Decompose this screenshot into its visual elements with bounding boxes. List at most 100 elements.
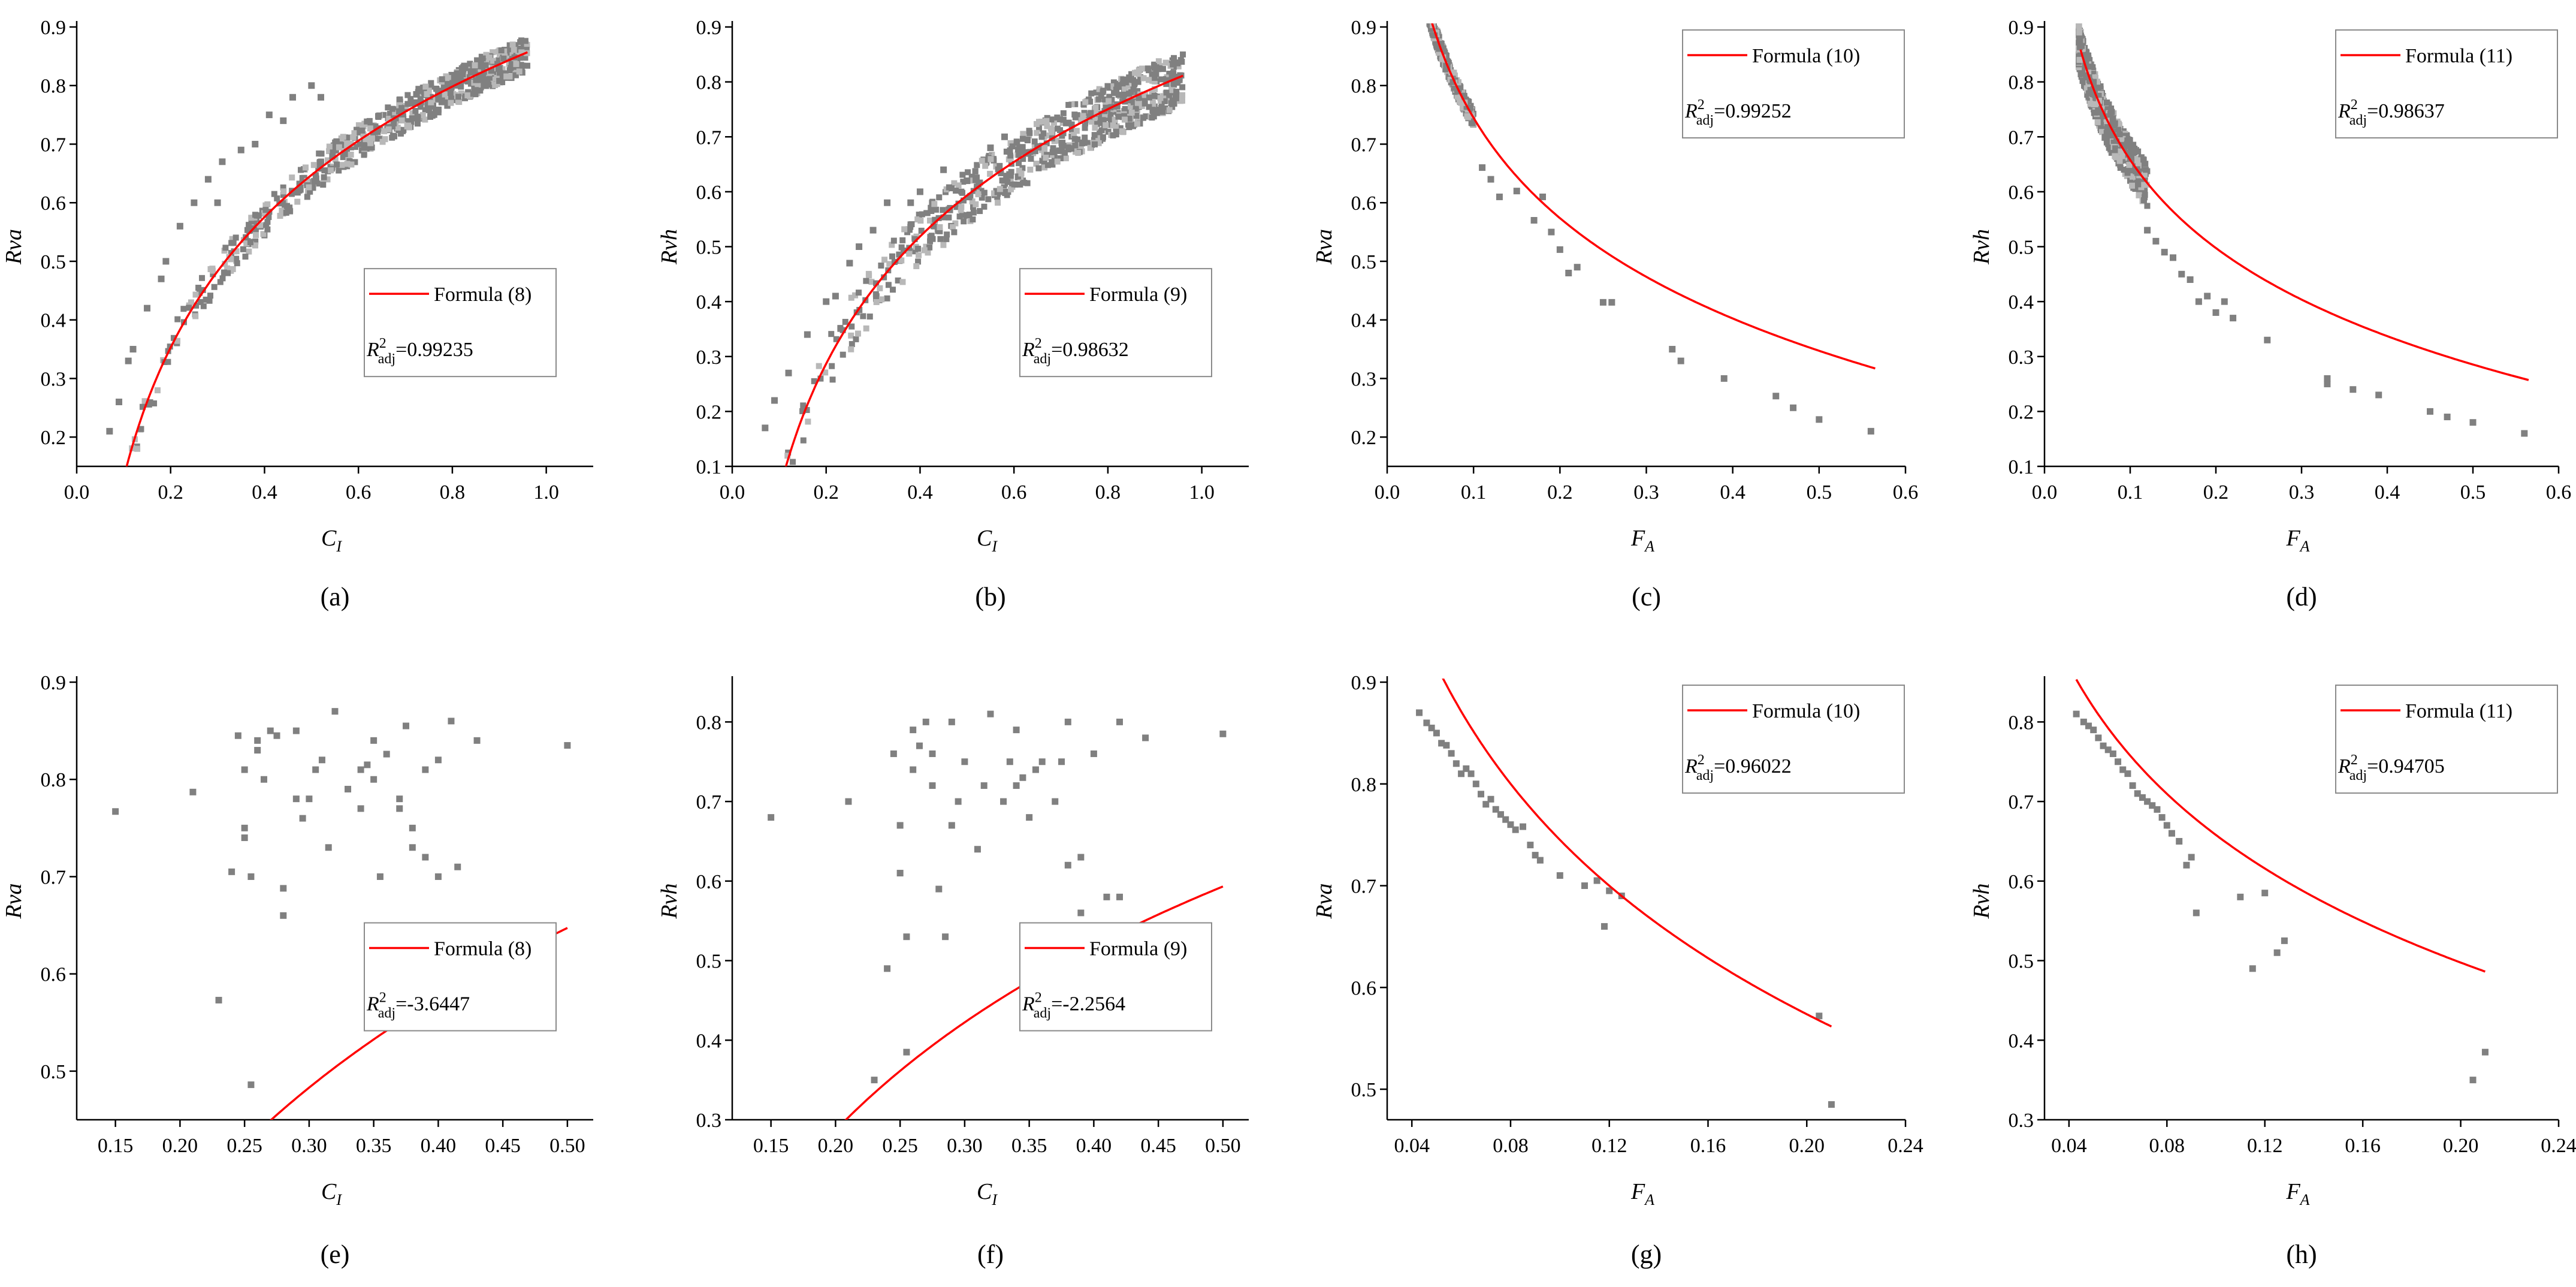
data-point-dense xyxy=(983,159,990,165)
data-point-dense xyxy=(192,291,199,298)
data-point-dense xyxy=(230,240,237,246)
data-point-dense xyxy=(1038,134,1045,140)
data-point xyxy=(929,750,936,757)
x-tick-label: 0.20 xyxy=(818,1135,854,1157)
data-point-dense xyxy=(1102,111,1109,118)
data-point-dense xyxy=(229,236,235,242)
data-point-dense xyxy=(1062,155,1069,162)
y-tick-label: 0.7 xyxy=(1351,134,1377,156)
data-point xyxy=(1438,740,1445,747)
data-point-dense xyxy=(336,167,342,174)
data-point-dense xyxy=(929,236,936,242)
data-point-dense xyxy=(937,224,943,230)
data-point-dense xyxy=(1422,3,1428,9)
data-point-dense xyxy=(1134,88,1141,94)
y-tick-label: 0.6 xyxy=(1351,977,1377,999)
data-point xyxy=(2188,854,2195,861)
legend-box xyxy=(1019,268,1212,378)
data-point-dense xyxy=(1105,128,1112,135)
data-point-dense xyxy=(1425,0,1431,6)
data-point-dense xyxy=(959,189,965,196)
data-point-dense xyxy=(1427,5,1433,11)
data-point-dense xyxy=(2095,92,2102,99)
data-point-dense xyxy=(970,216,976,223)
data-point-dense xyxy=(895,277,901,284)
data-point xyxy=(564,742,571,749)
data-point xyxy=(1052,798,1059,805)
data-point-dense xyxy=(1422,5,1428,11)
data-point xyxy=(1478,791,1485,798)
data-point-dense xyxy=(956,213,963,220)
y-tick-label: 0.7 xyxy=(41,134,67,156)
data-point-dense xyxy=(2128,167,2134,174)
data-point-dense xyxy=(1051,119,1058,126)
data-point-dense xyxy=(860,313,866,320)
y-tick-label: 0.9 xyxy=(696,17,722,39)
data-point-dense xyxy=(516,68,523,75)
fit-curve xyxy=(2079,49,2529,381)
y-tick-label: 0.1 xyxy=(2009,456,2034,478)
data-point-dense xyxy=(1136,95,1142,101)
data-point-dense xyxy=(355,122,362,128)
data-point-dense xyxy=(1049,161,1056,168)
data-point-dense xyxy=(1427,14,1433,20)
data-point-dense xyxy=(863,278,869,284)
data-point-dense xyxy=(221,269,227,276)
data-point-dense xyxy=(911,236,918,242)
y-tick-label: 0.4 xyxy=(2009,1030,2034,1052)
data-point-dense xyxy=(2103,100,2110,106)
data-point-dense xyxy=(248,215,255,221)
data-point-dense xyxy=(848,323,855,330)
data-point-dense xyxy=(321,167,328,174)
data-point-dense xyxy=(513,61,520,67)
data-point xyxy=(1001,133,1008,140)
y-tick-label: 0.6 xyxy=(2009,871,2034,893)
data-point xyxy=(903,933,910,941)
data-point-dense xyxy=(1096,86,1103,92)
data-point xyxy=(1828,1101,1835,1108)
data-point-dense xyxy=(1113,86,1119,93)
data-point-dense xyxy=(1003,174,1010,181)
plot-area xyxy=(768,710,1227,1120)
data-point-dense xyxy=(978,188,985,194)
legend-box xyxy=(1682,685,1905,794)
data-point xyxy=(241,824,248,831)
data-point xyxy=(922,718,929,725)
data-point-dense xyxy=(917,218,924,224)
data-point-dense xyxy=(404,92,411,98)
data-point-dense xyxy=(1103,104,1109,111)
data-point-dense xyxy=(1134,120,1140,127)
data-point xyxy=(884,965,891,972)
data-point-dense xyxy=(199,275,206,281)
data-point-dense xyxy=(1027,167,1034,173)
data-point xyxy=(940,166,947,173)
data-point-dense xyxy=(294,198,301,205)
data-point-dense xyxy=(1056,147,1063,154)
x-tick-label: 0.40 xyxy=(421,1135,457,1157)
data-point xyxy=(2261,890,2269,897)
data-point-dense xyxy=(1426,14,1432,20)
data-point-dense xyxy=(1423,2,1429,8)
data-point-dense xyxy=(1162,105,1168,111)
data-point-dense xyxy=(250,239,257,245)
data-point-dense xyxy=(472,62,478,68)
data-point-dense xyxy=(1033,120,1040,127)
data-point-dense xyxy=(479,63,486,70)
data-point-dense xyxy=(1075,150,1082,156)
data-point-dense xyxy=(333,147,339,153)
data-point-dense xyxy=(839,351,846,358)
data-point-dense xyxy=(2129,173,2136,180)
panel-e: 0.5 0.6 0.7 0.8 0.9 0.15 0.20 0.25 0.30 0.35 0.40 0… xyxy=(1,672,593,1269)
data-point-dense xyxy=(1130,99,1137,106)
data-point-dense xyxy=(422,107,428,113)
data-point-dense xyxy=(1110,122,1116,129)
data-point-dense xyxy=(517,39,524,46)
data-point-dense xyxy=(1123,79,1130,86)
data-point-dense xyxy=(1020,156,1026,162)
data-point xyxy=(916,188,923,195)
data-point-dense xyxy=(2098,122,2104,128)
data-point-dense xyxy=(340,134,346,140)
data-point-dense xyxy=(1094,120,1101,127)
data-point-dense xyxy=(435,106,442,113)
data-point-dense xyxy=(937,236,944,242)
